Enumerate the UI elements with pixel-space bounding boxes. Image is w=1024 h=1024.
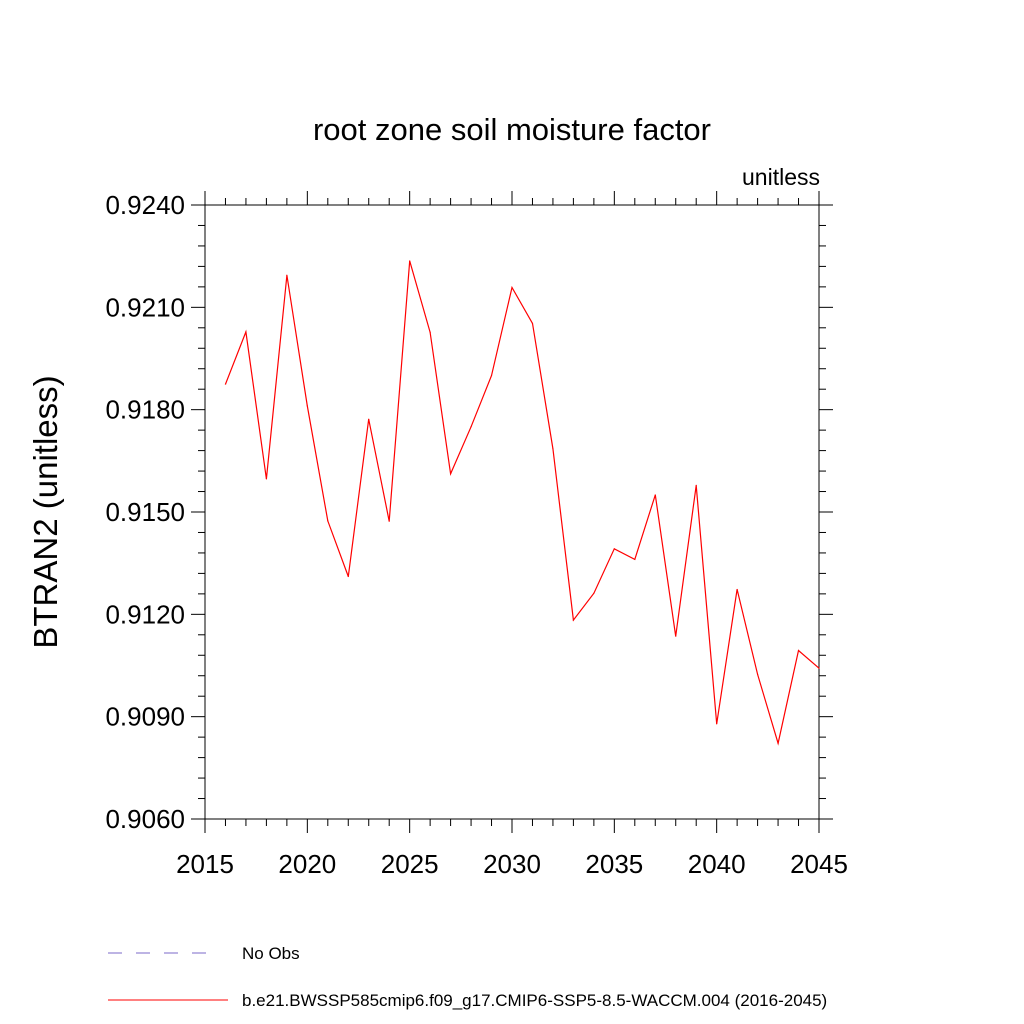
data-point xyxy=(777,742,779,744)
data-point xyxy=(552,447,554,450)
data-point xyxy=(695,484,697,486)
y-tick-label: 0.9060 xyxy=(105,804,185,834)
x-tick-label: 2015 xyxy=(176,849,234,879)
y-tick-label: 0.9150 xyxy=(105,497,185,527)
data-point xyxy=(531,322,534,324)
y-tick-label: 0.9240 xyxy=(105,190,185,220)
data-point xyxy=(490,374,493,377)
data-point xyxy=(593,592,595,594)
data-point xyxy=(675,635,677,637)
series-layer xyxy=(224,260,820,746)
data-point xyxy=(818,667,820,669)
x-tick-label: 2025 xyxy=(381,849,439,879)
data-point xyxy=(757,673,759,675)
data-point xyxy=(388,520,390,522)
data-point xyxy=(286,274,288,276)
axis-ticks xyxy=(191,191,833,833)
legend: No Obs b.e21.BWSSP585cmip6.f09_g17.CMIP6… xyxy=(108,944,827,1010)
data-point xyxy=(306,405,308,407)
plot-frame xyxy=(204,204,820,820)
x-tick-label: 2020 xyxy=(278,849,336,879)
y-tick-label: 0.9210 xyxy=(105,292,185,322)
data-point xyxy=(265,478,267,480)
data-point xyxy=(511,286,513,289)
data-point xyxy=(716,723,718,725)
y-tick-label: 0.9180 xyxy=(105,395,185,425)
y-tick-label: 0.9120 xyxy=(105,599,185,629)
data-point xyxy=(450,473,452,475)
data-point xyxy=(409,260,411,262)
data-point xyxy=(347,575,349,578)
data-point xyxy=(654,494,656,496)
data-point xyxy=(613,548,615,550)
data-point xyxy=(470,426,472,428)
data-point xyxy=(736,588,738,591)
x-tick-label: 2035 xyxy=(585,849,643,879)
legend-label-model: b.e21.BWSSP585cmip6.f09_g17.CMIP6-SSP5-8… xyxy=(242,991,827,1010)
chart-title: root zone soil moisture factor xyxy=(313,112,711,147)
series-line xyxy=(224,260,820,746)
units-label: unitless xyxy=(742,164,820,190)
data-point xyxy=(245,331,247,333)
x-tick-label: 2040 xyxy=(688,849,746,879)
data-point xyxy=(572,619,575,621)
data-point xyxy=(224,383,227,385)
data-point xyxy=(368,418,370,420)
legend-label-no-obs: No Obs xyxy=(242,944,300,963)
data-point xyxy=(429,331,431,333)
data-point xyxy=(327,520,329,522)
x-tick-label: 2045 xyxy=(790,849,848,879)
x-tick-label: 2030 xyxy=(483,849,541,879)
data-point xyxy=(797,649,800,652)
y-tick-label: 0.9090 xyxy=(105,702,185,732)
y-axis-label: BTRAN2 (unitless) xyxy=(27,375,64,648)
tick-labels: 2015 2020 2025 2030 2035 2040 2045 0.9060 0.9090… xyxy=(105,190,847,879)
data-point xyxy=(634,558,636,561)
